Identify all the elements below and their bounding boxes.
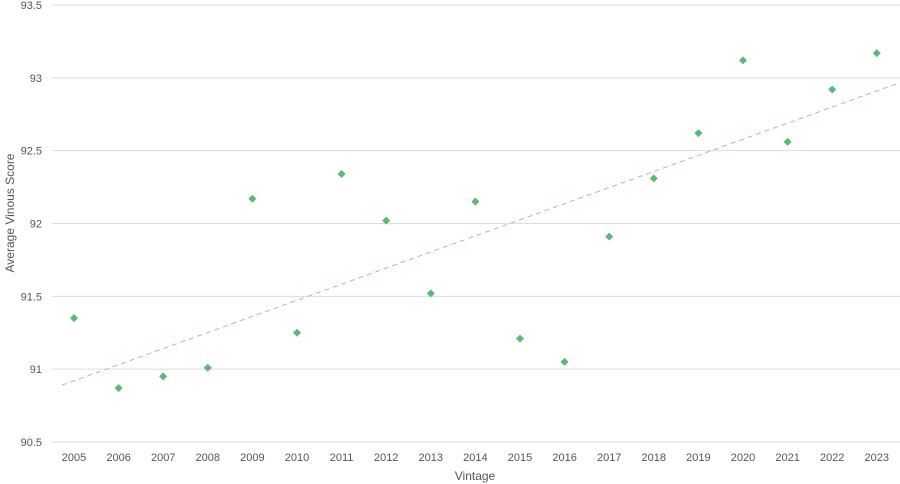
data-point-2015 [516,334,524,343]
y-tick-label: 93 [30,73,42,85]
data-point-2012 [382,216,391,225]
y-tick-label: 93.5 [21,0,42,12]
x-tick-label: 2010 [285,452,309,464]
y-tick-label: 92 [30,219,42,231]
data-point-2005 [70,314,78,323]
data-point-2009 [248,194,257,203]
x-axis-title: Vintage [455,469,496,483]
data-point-2019 [694,129,703,138]
y-tick-label: 92.5 [21,146,42,158]
data-point-2010 [293,328,301,337]
x-tick-label: 2012 [374,452,398,464]
x-tick-label: 2023 [865,452,889,464]
x-tick-label: 2022 [820,452,844,464]
x-tick-label: 2018 [642,452,666,464]
data-point-2022 [828,85,837,94]
x-tick-label: 2016 [552,452,576,464]
trendline-layer [61,82,900,386]
data-point-2013 [426,289,435,298]
x-tick-label: 2013 [419,452,443,464]
gridlines [52,4,900,443]
y-tick-label: 91 [30,364,42,376]
data-point-2006 [114,384,123,393]
x-axis-ticks: 2005 2006 2007 2008 2009 2010 2011 2012 2013 2014… [62,452,889,464]
x-tick-label: 2019 [686,452,710,464]
y-tick-label: 91.5 [21,291,42,303]
x-tick-label: 2011 [330,452,354,464]
data-point-2014 [471,197,480,206]
data-point-2023 [872,49,881,58]
data-point-2011 [337,169,346,178]
x-tick-label: 2005 [62,452,86,464]
x-tick-label: 2006 [106,452,130,464]
trendline [61,82,900,386]
data-point-2018 [649,174,658,183]
x-tick-label: 2021 [775,452,799,464]
y-axis-title: Average Vinous Score [3,153,17,272]
data-points [70,49,881,393]
x-tick-label: 2017 [597,452,621,464]
x-tick-label: 2008 [196,452,220,464]
x-tick-label: 2015 [508,452,532,464]
data-point-2020 [739,56,747,65]
x-tick-label: 2014 [463,452,487,464]
y-axis-ticks: 90.5 91 91.5 92 92.5 93 93.5 [21,0,42,449]
x-tick-label: 2009 [240,452,264,464]
data-point-2017 [605,232,614,241]
data-point-2016 [560,357,569,366]
y-tick-label: 90.5 [21,437,42,449]
data-point-2021 [783,137,792,146]
x-tick-label: 2020 [731,452,755,464]
x-tick-label: 2007 [151,452,175,464]
data-point-2007 [159,372,168,381]
data-point-2008 [203,363,212,372]
